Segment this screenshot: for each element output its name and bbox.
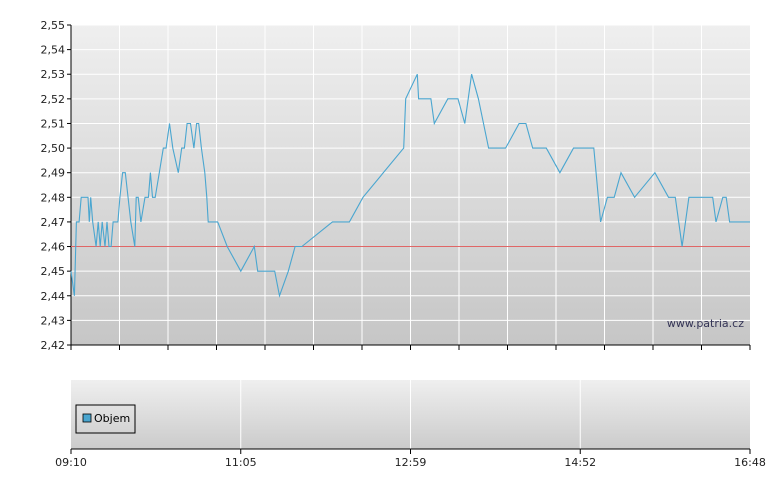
price-y-tick-label: 2,51 <box>41 117 66 130</box>
price-y-tick-label: 2,49 <box>41 167 66 180</box>
legend-label-objem: Objem <box>94 412 130 425</box>
x-tick-label: 11:05 <box>225 456 257 469</box>
price-series-line <box>70 73 750 298</box>
volume-grid <box>240 380 581 449</box>
x-tick-label: 16:48 <box>734 456 766 469</box>
legend-box <box>75 404 136 434</box>
price-y-axis: 2,42 2,43 2,44 2,45 2,46 2,47 2,48 2,49 2,50 2,51… <box>41 19 72 352</box>
price-x-ticks <box>70 345 751 350</box>
price-y-tick-label: 2,55 <box>41 19 66 32</box>
price-y-tick-label: 2,47 <box>41 216 66 229</box>
price-y-tick-label: 2,48 <box>41 191 66 204</box>
price-y-tick-label: 2,45 <box>41 265 66 278</box>
price-y-tick-label: 2,53 <box>41 68 66 81</box>
price-y-tick-label: 2,50 <box>41 142 66 155</box>
price-y-tick-label: 2,42 <box>41 339 66 352</box>
volume-x-axis-ticks: 09:10 11:05 12:59 14:52 16:48 <box>55 449 766 469</box>
price-y-tick-label: 2,43 <box>41 314 66 327</box>
x-tick-label: 14:52 <box>564 456 596 469</box>
x-tick-label: 09:10 <box>55 456 87 469</box>
price-y-tick-label: 2,54 <box>41 44 66 57</box>
legend-swatch <box>82 413 92 423</box>
watermark: www.patria.cz <box>667 317 744 330</box>
price-y-tick-label: 2,44 <box>41 290 66 303</box>
price-y-tick-label: 2,52 <box>41 93 66 106</box>
legend: Objem <box>75 404 136 434</box>
price-y-tick-label: 2,46 <box>41 241 66 254</box>
x-tick-label: 12:59 <box>395 456 427 469</box>
